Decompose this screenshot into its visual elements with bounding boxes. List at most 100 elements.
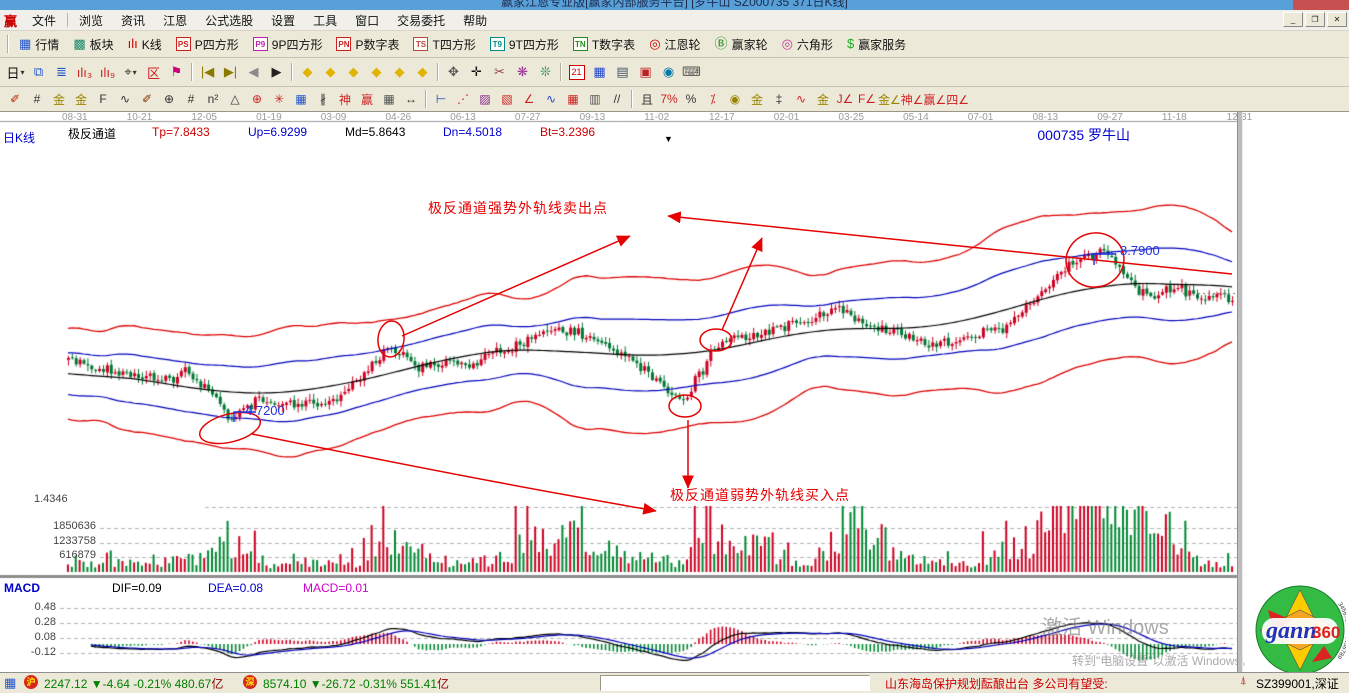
parallel-lines-icon[interactable]: //: [613, 92, 621, 106]
rays-box2-icon[interactable]: ▧: [501, 92, 513, 106]
angle-si-icon[interactable]: 四∠: [946, 92, 970, 107]
menu-tools[interactable]: 工具: [313, 13, 338, 28]
notepad-button[interactable]: ▤: [616, 64, 629, 79]
kline-button[interactable]: ılı K线: [121, 34, 169, 55]
menu-window[interactable]: 窗口: [355, 13, 380, 28]
layout-window-icon[interactable]: ⧉: [33, 64, 44, 79]
menu-trade[interactable]: 交易委托: [397, 13, 446, 28]
9t-square-button[interactable]: T9 9T四方形: [483, 34, 566, 55]
knot-green-button[interactable]: ❊: [540, 64, 551, 79]
menu-news[interactable]: 资讯: [121, 13, 146, 28]
menu-file[interactable]: 文件: [32, 13, 57, 28]
wave-red-icon[interactable]: ∿: [795, 92, 807, 106]
grid2-icon[interactable]: #: [187, 92, 195, 106]
axis-tool-icon[interactable]: ⊢: [435, 92, 447, 106]
diamond-h-expand-button[interactable]: ◆: [348, 64, 359, 79]
hand-drag-button[interactable]: ✥: [448, 64, 459, 79]
angle-line-icon[interactable]: ∠: [523, 92, 535, 106]
knot-purple-button[interactable]: ❋: [517, 64, 528, 79]
number-grid-icon[interactable]: ▦: [383, 92, 395, 106]
triangle-icon[interactable]: △: [230, 92, 240, 106]
pane-splitter[interactable]: [1237, 112, 1243, 672]
kline-chart-canvas[interactable]: [0, 112, 1349, 672]
gold-line-icon[interactable]: 金: [750, 92, 763, 107]
grid-gray-icon[interactable]: ▥: [589, 92, 601, 106]
p-table-button[interactable]: PN P数字表: [329, 34, 406, 55]
parallel-icon[interactable]: ∦: [320, 92, 326, 106]
diamond-fit-button[interactable]: ◆: [417, 64, 428, 79]
fib-grid-icon[interactable]: F: [99, 92, 107, 106]
calendar-button[interactable]: 21: [565, 61, 588, 83]
hook-icon[interactable]: ∿: [119, 92, 131, 106]
percent-icon[interactable]: %: [685, 92, 697, 106]
gold-box-icon[interactable]: 金: [816, 92, 829, 107]
percent7-icon[interactable]: 7%: [660, 92, 678, 106]
rays-icon[interactable]: ⋰: [457, 92, 469, 106]
p-square-button[interactable]: PS P四方形: [169, 34, 246, 55]
quote-button[interactable]: ▦ 行情: [12, 34, 66, 55]
next-bar-button[interactable]: ▶: [271, 64, 282, 79]
menu-formula-stock-pick[interactable]: 公式选股: [205, 13, 254, 28]
message-box[interactable]: [600, 675, 870, 691]
quote-grid-icon[interactable]: ▦: [4, 675, 17, 690]
close-window-button[interactable]: ✕: [1327, 12, 1347, 27]
menu-help[interactable]: 帮助: [463, 13, 488, 28]
gold-grid-icon[interactable]: 金: [52, 92, 65, 107]
wave-blue-icon[interactable]: ∿: [545, 92, 557, 106]
crosshair-button[interactable]: ✛: [471, 64, 482, 79]
brush-icon[interactable]: ✐: [9, 92, 21, 106]
restore-button[interactable]: ❐: [1305, 12, 1325, 27]
web-box-icon[interactable]: ▦: [295, 92, 307, 106]
t-table-button[interactable]: TN T数字表: [566, 34, 642, 55]
angle-shen-icon[interactable]: 神∠: [900, 92, 924, 107]
ying-grid-icon[interactable]: 赢: [360, 92, 373, 107]
hexagon-button[interactable]: ◎ 六角形: [775, 34, 840, 55]
9p-square-button[interactable]: P9 9P四方形: [246, 34, 330, 55]
chart-3-icon[interactable]: ılı₃: [76, 64, 93, 80]
angle-gold-icon[interactable]: 金∠: [878, 92, 901, 107]
t-square-button[interactable]: TS T四方形: [406, 34, 482, 55]
close-button[interactable]: [1293, 0, 1349, 10]
diamond-left-button[interactable]: ◆: [302, 64, 313, 79]
save-button[interactable]: ▣: [639, 64, 652, 79]
diamond-expand-button[interactable]: ◆: [394, 64, 405, 79]
shenzhen-index-icon[interactable]: 深: [243, 675, 257, 689]
angle-j-icon[interactable]: J∠: [836, 92, 854, 106]
rays-box-icon[interactable]: ▨: [479, 92, 491, 106]
news-ticker[interactable]: 山东海岛保护规划酝酿出台 多公司有望受:: [885, 677, 1108, 691]
diamond-right-button[interactable]: ◆: [325, 64, 336, 79]
chart-9-icon[interactable]: ılı₉: [99, 64, 116, 80]
grid-icon[interactable]: #: [33, 92, 41, 106]
period-day-button[interactable]: 日 ▾: [6, 65, 25, 81]
square-number-icon[interactable]: n²: [207, 92, 219, 106]
gann-wheel-button[interactable]: ◎ 江恩轮: [642, 34, 707, 55]
menu-settings[interactable]: 设置: [271, 13, 296, 28]
measure-icon[interactable]: ↔: [405, 92, 417, 106]
calculator-button[interactable]: ▦: [593, 64, 606, 79]
compass-icon[interactable]: ⊕: [163, 92, 175, 106]
menu-gann[interactable]: 江恩: [163, 13, 188, 28]
pin-tool-button[interactable]: ⌖ ▾: [124, 64, 137, 79]
winner-service-button[interactable]: $ 赢家服务: [840, 34, 913, 55]
menu-browse[interactable]: 浏览: [79, 13, 104, 28]
angle-f-icon[interactable]: F∠: [857, 92, 877, 106]
winner-wheel-button[interactable]: Ⓑ 赢家轮: [708, 34, 775, 55]
divider-tool-icon[interactable]: ‡: [775, 92, 783, 106]
web-button[interactable]: ◉: [662, 64, 675, 79]
diamond-compress-button[interactable]: ◆: [371, 64, 382, 79]
angle-ying-icon[interactable]: 赢∠: [923, 92, 947, 107]
current-index-label[interactable]: SZ399001,深证成指: [1256, 677, 1339, 691]
last-bar-button[interactable]: ▶|: [223, 64, 238, 79]
flag-icon[interactable]: ⚑: [170, 64, 183, 79]
scissors-button[interactable]: ✂: [494, 64, 505, 79]
brush2-icon[interactable]: ✐: [141, 92, 153, 106]
spider-web-icon[interactable]: ✳: [273, 92, 285, 106]
prev-bar-button[interactable]: ◀: [248, 64, 259, 79]
shen-grid-icon[interactable]: 神: [338, 92, 351, 107]
first-bar-button[interactable]: |◀: [200, 64, 215, 79]
grid-red-icon[interactable]: ▦: [567, 92, 579, 106]
formula-grid-icon[interactable]: 区: [146, 65, 160, 81]
gann-box-icon[interactable]: 且: [640, 92, 653, 107]
percent-line-icon[interactable]: ⁒: [710, 92, 716, 106]
gold-grid2-icon[interactable]: 金: [74, 92, 87, 107]
